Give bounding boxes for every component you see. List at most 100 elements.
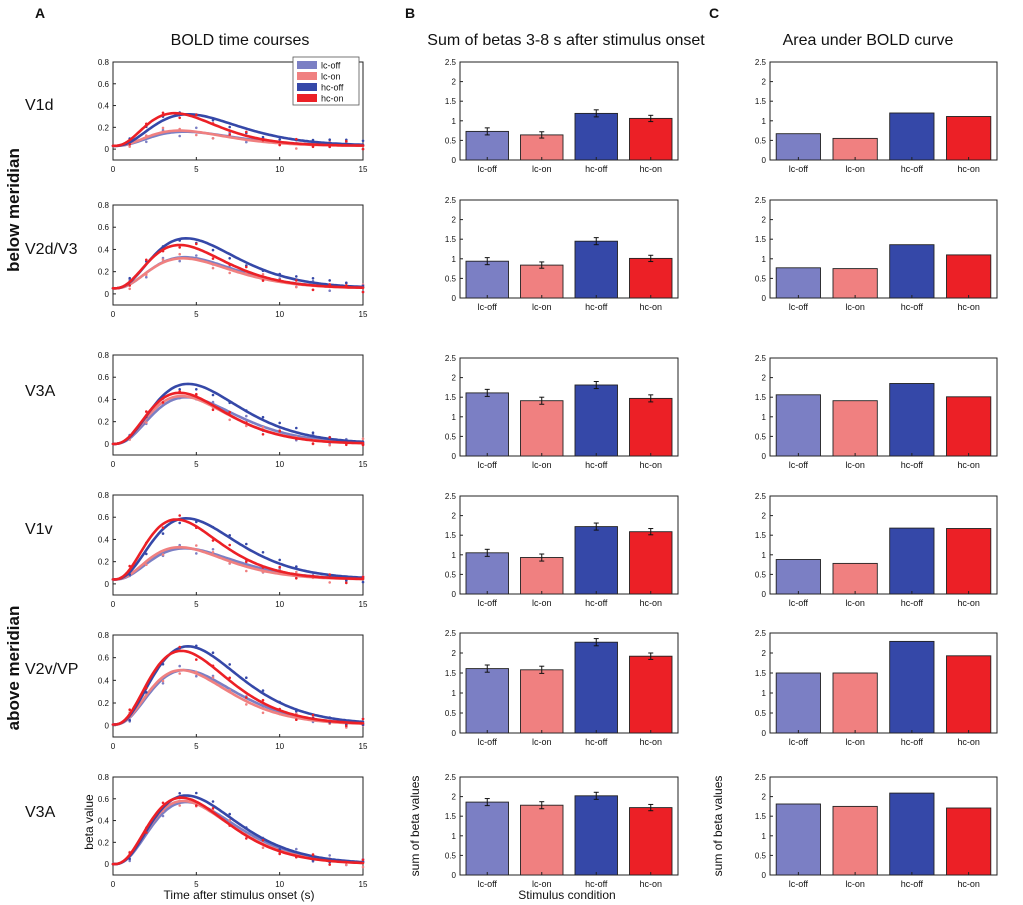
y-tick-label: 0.2 — [98, 418, 110, 427]
bar-hc-off — [889, 527, 935, 595]
data-point-lc-off — [195, 126, 198, 130]
y-tick-label: 0.6 — [98, 373, 110, 382]
beta-sum-bar-panel: 0 0.5 1 1.5 2 2.5 lc-off lc-on hc-off hc-on — [445, 629, 679, 747]
area-under-curve-bar-panel: 0 0.5 1 1.5 2 2.5 lc-off lc-on hc-off hc-on — [755, 354, 998, 470]
data-point-hc-on — [128, 435, 131, 438]
axes-frame — [112, 634, 364, 738]
data-point-hc-on — [261, 138, 265, 142]
axes-frame — [459, 357, 679, 457]
y-tick-label: 2.5 — [445, 196, 457, 205]
data-point-hc-on — [245, 696, 248, 699]
bar-lc-on — [832, 562, 878, 595]
data-point-hc-on — [261, 698, 265, 702]
bar-lc-off — [465, 552, 509, 595]
data-point-lc-on — [361, 865, 365, 869]
y-tick-label: 0.5 — [755, 274, 767, 283]
data-point-hc-on — [195, 392, 198, 396]
y-tick-label: 1 — [762, 689, 767, 698]
data-point-hc-on — [228, 824, 231, 827]
bold-timecourse-panel: 0 0.2 0.4 0.6 0.8 0 5 10 15 — [98, 201, 368, 319]
data-point-lc-on — [245, 424, 248, 428]
data-point-hc-off — [145, 552, 148, 556]
data-point-hc-on — [178, 116, 181, 120]
data-point-lc-on — [195, 670, 198, 674]
bar-hc-on — [629, 257, 673, 299]
data-point-hc-on — [311, 442, 315, 445]
data-point-lc-on — [228, 271, 231, 275]
y-tick-label: 1 — [762, 413, 767, 422]
data-point-hc-off — [128, 718, 131, 722]
series-line-hc-on — [111, 518, 365, 581]
x-tick-label-hc-off: hc-off — [585, 302, 608, 312]
bar-hc-on — [946, 807, 992, 876]
bar-hc-off — [574, 526, 618, 595]
x-tick-label-lc-off: lc-off — [478, 598, 498, 608]
data-point-hc-on — [361, 717, 365, 721]
data-point-lc-on — [245, 569, 248, 573]
beta-sum-bar-panel: 0 0.5 1 1.5 2 2.5 lc-off lc-on hc-off hc-on — [445, 196, 679, 312]
data-point-hc-off — [195, 388, 198, 391]
y-tick-label: 0 — [452, 729, 457, 738]
y-tick-label: 0.8 — [98, 201, 110, 210]
data-point-hc-off — [178, 239, 181, 242]
data-point-hc-on — [211, 257, 215, 260]
data-point-hc-on — [195, 804, 198, 807]
data-point-hc-on — [311, 574, 315, 578]
data-point-lc-on — [178, 252, 181, 256]
y-tick-label: 2.5 — [755, 354, 767, 363]
data-point-lc-on — [228, 689, 231, 692]
data-point-lc-on — [211, 551, 215, 554]
column-title-a: BOLD time courses — [171, 32, 310, 49]
y-tick-label: 1.5 — [755, 669, 767, 678]
data-point-hc-on — [328, 863, 332, 866]
data-point-hc-on — [161, 659, 165, 662]
x-tick-label-lc-off: lc-off — [789, 302, 809, 312]
y-tick-label: 2 — [762, 512, 767, 521]
data-point-hc-on — [245, 421, 248, 424]
x-tick-label-hc-on: hc-on — [957, 598, 980, 608]
y-tick-label: 0 — [762, 294, 767, 303]
y-tick-label: 0 — [762, 156, 767, 165]
x-tick-label: 0 — [111, 460, 116, 469]
data-point-hc-off — [228, 257, 231, 260]
bar-lc-off — [465, 801, 509, 876]
data-point-hc-off — [245, 826, 248, 829]
x-tick-label-hc-on: hc-on — [957, 879, 980, 889]
y-tick-label: 0.2 — [98, 699, 110, 708]
series-line-hc-off — [111, 113, 365, 148]
data-point-hc-on — [311, 288, 315, 292]
data-point-hc-on — [161, 526, 165, 529]
series-line-hc-on — [111, 243, 365, 290]
x-tick-label: 0 — [111, 600, 116, 609]
data-point-hc-off — [261, 135, 265, 139]
y-tick-label: 0.4 — [98, 535, 110, 544]
panel-letter-a: A — [35, 5, 45, 21]
bar-hc-on — [629, 655, 673, 734]
y-tick-label: 0.4 — [98, 102, 110, 111]
y-tick-label: 1.5 — [755, 97, 767, 106]
area-under-curve-bar-panel: 0 0.5 1 1.5 2 2.5 lc-off lc-on hc-off hc-on — [755, 773, 998, 889]
data-point-hc-off — [145, 691, 148, 694]
data-point-lc-off — [161, 682, 165, 685]
data-point-lc-on — [345, 863, 348, 866]
x-tick-label: 15 — [359, 310, 368, 319]
data-point-hc-on — [261, 566, 265, 569]
series-line-hc-on — [111, 111, 365, 148]
data-point-lc-on — [295, 285, 298, 289]
data-point-hc-on — [261, 279, 265, 282]
y-tick-label: 2 — [762, 78, 767, 87]
data-point-hc-on — [145, 831, 148, 834]
legend-label-lc-on: lc-on — [321, 72, 341, 82]
data-point-hc-off — [228, 401, 231, 405]
x-tick-label-lc-on: lc-on — [532, 879, 552, 889]
series-line-lc-off — [111, 395, 365, 446]
y-tick-label: 0.5 — [755, 851, 767, 860]
data-point-lc-on — [228, 562, 231, 565]
data-point-hc-on — [245, 130, 248, 134]
data-point-lc-on — [145, 134, 148, 137]
data-point-hc-on — [345, 860, 348, 864]
data-point-lc-on — [161, 553, 165, 556]
x-tick-label-hc-off: hc-off — [585, 164, 608, 174]
series-line-hc-off — [111, 794, 365, 866]
x-tick-label-hc-off: hc-off — [585, 598, 608, 608]
